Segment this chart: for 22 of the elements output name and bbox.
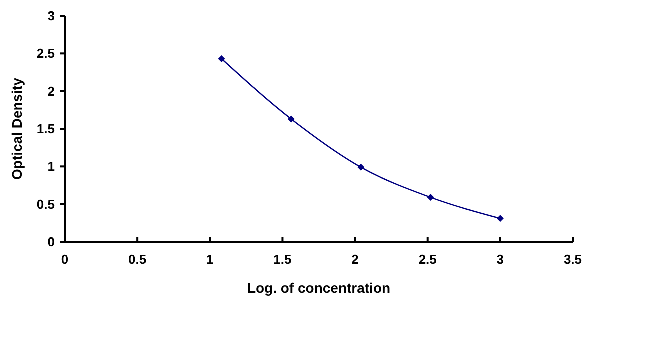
y-tick-label: 0.5 [36,196,55,212]
x-tick-label: 2.5 [418,252,437,267]
y-tick-label: 0 [48,234,55,250]
y-tick-label: 1 [48,159,55,174]
point [427,194,434,202]
x-tick-label: 1 [206,252,214,267]
x-axis-title: Log. of concentration [247,280,391,296]
x-tick-label: 0.5 [128,252,147,267]
x-tick-label: 3.5 [564,252,582,267]
y-axis-title: Optical Density [9,78,25,180]
y-tick-label: 1.5 [36,122,55,137]
x-tick-label: 3 [496,252,504,267]
point [288,116,295,123]
y-tick-label: 2 [48,84,55,99]
x-tick-label: 1.5 [274,252,292,267]
point [358,164,365,171]
y-tick-label: 3 [48,8,55,24]
point [218,55,226,62]
y-tick-label: 2.5 [36,46,55,62]
x-tick-label: 0 [61,252,69,267]
x-tick-label: 2 [352,252,359,267]
point [496,215,504,222]
